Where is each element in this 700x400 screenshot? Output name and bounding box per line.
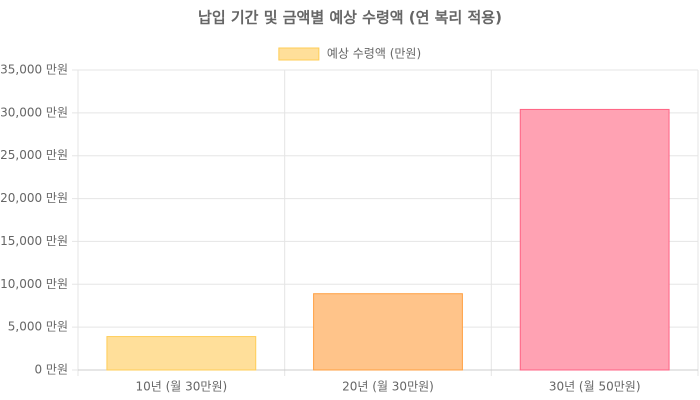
y-tick-label: 0 만원 — [34, 363, 68, 377]
y-tick-label: 10,000 만원 — [0, 277, 68, 291]
y-tick-label: 30,000 만원 — [0, 105, 68, 119]
x-tick-label: 10년 (월 30만원) — [135, 380, 227, 394]
x-tick-label: 20년 (월 30만원) — [342, 380, 434, 394]
y-tick-label: 15,000 만원 — [0, 234, 68, 248]
bar — [519, 108, 670, 371]
bar — [106, 336, 257, 371]
y-tick-label: 35,000 만원 — [0, 63, 68, 77]
y-tick-label: 20,000 만원 — [0, 191, 68, 205]
bar — [313, 293, 463, 371]
legend-label: 예상 수령액 (만원) — [327, 47, 421, 61]
y-tick-label: 5,000 만원 — [8, 320, 68, 334]
y-tick-label: 25,000 만원 — [0, 148, 68, 162]
x-tick-label: 30년 (월 50만원) — [549, 380, 641, 394]
chart-title: 납입 기간 및 금액별 예상 수령액 (연 복리 적용) — [198, 9, 502, 27]
legend-swatch — [278, 47, 320, 61]
